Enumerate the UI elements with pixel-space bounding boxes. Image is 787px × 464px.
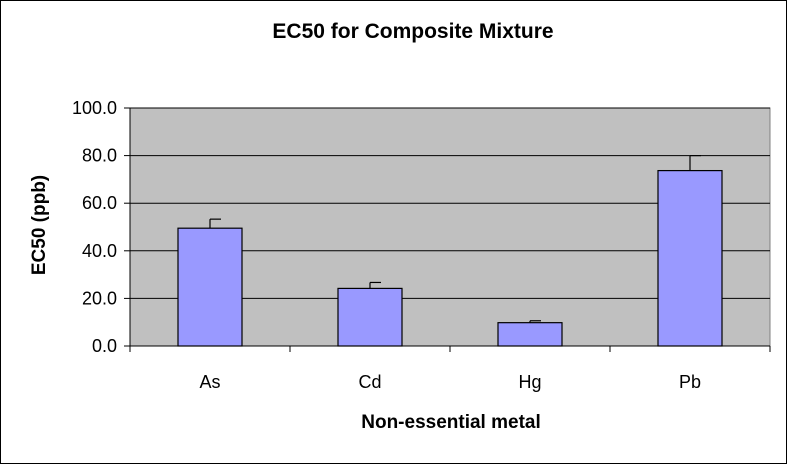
y-tick-label: 40.0 [82,241,117,261]
bar-pb [657,169,723,347]
bar-cd [337,287,403,347]
x-tick-label: Hg [518,372,541,392]
x-tick-label: As [199,372,220,392]
bar-as [177,227,243,347]
y-tick-label: 20.0 [82,288,117,308]
plot-area: 0.0 20.0 40.0 60.0 80.0 100.0 As Cd Hg Pb [72,98,771,392]
y-tick-label: 0.0 [92,336,117,356]
y-tick-label: 60.0 [82,193,117,213]
chart-title: EC50 for Composite Mixture [272,20,553,43]
y-tick-label: 80.0 [82,146,117,166]
bar-hg [497,322,563,347]
y-axis-title: EC50 (ppb) [29,175,50,275]
y-tick-label: 100.0 [72,98,117,118]
x-tick-label: Cd [358,372,381,392]
x-tick-label: Pb [679,372,701,392]
x-axis-title: Non-essential metal [361,412,541,433]
